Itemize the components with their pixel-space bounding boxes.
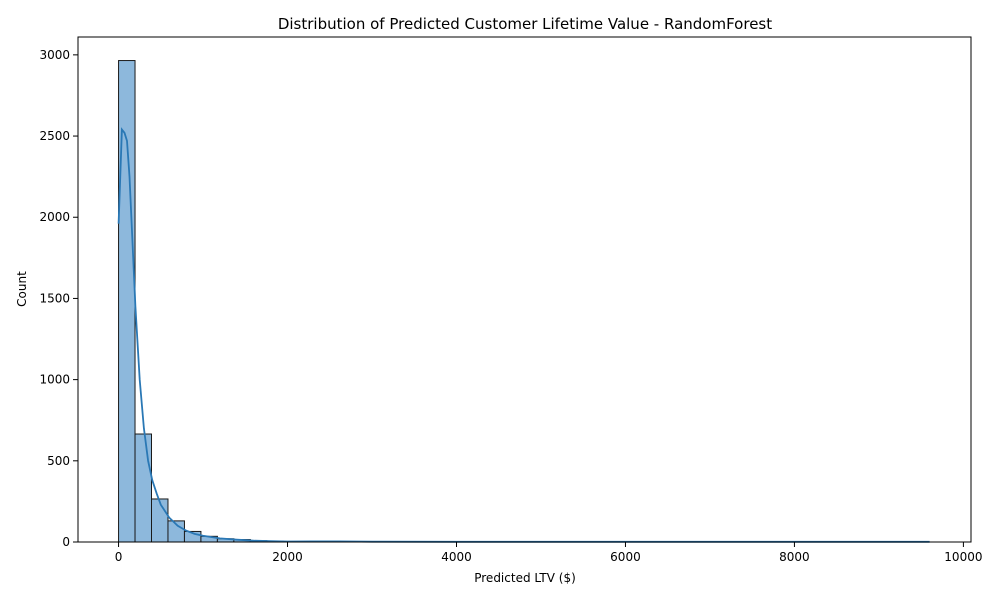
x-tick-label: 10000 [944, 550, 982, 564]
y-axis: 0 500 1000 1500 2000 2500 3000 [39, 48, 78, 549]
chart-title: Distribution of Predicted Customer Lifet… [278, 15, 772, 33]
y-axis-label: Count [15, 271, 29, 307]
x-tick-label: 8000 [779, 550, 810, 564]
y-tick-label: 2500 [39, 129, 70, 143]
histogram-bars [119, 61, 350, 542]
histogram-bar [135, 434, 151, 542]
y-tick-label: 2000 [39, 210, 70, 224]
x-tick-label: 6000 [610, 550, 641, 564]
x-axis: 0 2000 4000 6000 8000 10000 [115, 542, 983, 564]
plot-frame [78, 37, 971, 542]
x-axis-label: Predicted LTV ($) [474, 571, 576, 585]
x-tick-label: 0 [115, 550, 123, 564]
y-tick-label: 1500 [39, 291, 70, 305]
x-tick-label: 2000 [272, 550, 303, 564]
y-tick-label: 1000 [39, 373, 70, 387]
y-tick-label: 0 [62, 535, 70, 549]
y-tick-label: 3000 [39, 48, 70, 62]
y-tick-label: 500 [47, 454, 70, 468]
histogram-bar [152, 499, 168, 542]
kde-curve [119, 130, 930, 542]
x-tick-label: 4000 [441, 550, 472, 564]
